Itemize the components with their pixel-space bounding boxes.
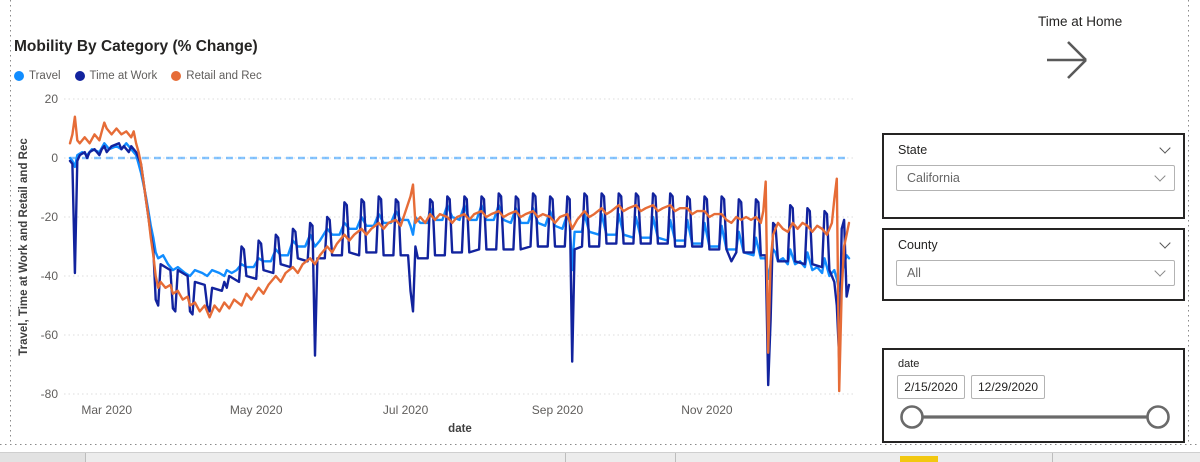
county-dropdown-value: All	[907, 266, 921, 280]
svg-text:Nov 2020: Nov 2020	[681, 403, 733, 417]
time-at-work-series-dot-icon	[74, 71, 85, 81]
date-slicer-label: date	[898, 358, 920, 370]
legend-item-travel[interactable]: Travel	[14, 70, 61, 82]
svg-text:0: 0	[51, 151, 58, 165]
svg-text:20: 20	[45, 92, 59, 106]
cell-divider	[675, 453, 676, 462]
county-slicer-panel: County All	[882, 228, 1185, 301]
cell-divider	[1052, 453, 1053, 462]
svg-text:-60: -60	[41, 328, 59, 342]
slider-handle-end[interactable]	[1146, 405, 1170, 429]
footer-highlight-cell[interactable]	[900, 456, 938, 462]
state-slicer-header[interactable]: State	[898, 142, 1171, 157]
legend-item-retail-and-rec[interactable]: Retail and Rec	[171, 70, 262, 82]
svg-text:May 2020: May 2020	[230, 403, 283, 417]
svg-text:Sep 2020: Sep 2020	[532, 403, 584, 417]
legend-label: Retail and Rec	[186, 70, 262, 82]
date-start-input[interactable]	[897, 375, 965, 399]
time-at-home-nav-button[interactable]: Time at Home	[1036, 10, 1146, 82]
travel-series-dot-icon	[14, 71, 24, 81]
canvas-border-bottom	[0, 444, 1200, 445]
state-dropdown-value: California	[907, 171, 960, 185]
svg-text:Jul 2020: Jul 2020	[383, 403, 429, 417]
state-slicer-panel: State California	[882, 133, 1185, 219]
svg-text:-20: -20	[41, 210, 59, 224]
cell-divider	[85, 453, 86, 462]
county-slicer-label: County	[898, 238, 938, 252]
svg-text:-40: -40	[41, 269, 59, 283]
date-end-input[interactable]	[971, 375, 1045, 399]
legend-label: Travel	[29, 70, 61, 82]
bottom-sheet-edge[interactable]	[0, 452, 1200, 462]
chevron-down-icon[interactable]	[1159, 237, 1171, 249]
date-range-slider[interactable]	[896, 402, 1174, 432]
state-dropdown[interactable]: California	[896, 165, 1175, 191]
chart-title: Mobility By Category (% Change)	[14, 38, 258, 55]
arrow-right-icon	[1047, 41, 1087, 79]
chevron-down-icon[interactable]	[1159, 142, 1171, 154]
legend-item-time-at-work[interactable]: Time at Work	[74, 70, 158, 82]
state-slicer-label: State	[898, 143, 928, 157]
legend-label: Time at Work	[89, 70, 158, 82]
cell-divider	[565, 453, 566, 462]
retail-and-rec-series-dot-icon	[171, 71, 182, 81]
chevron-down-icon	[1154, 265, 1166, 277]
footer-start-cell[interactable]	[0, 453, 85, 462]
chevron-down-icon	[1154, 170, 1166, 182]
x-axis-title: date	[448, 423, 472, 435]
county-slicer-header[interactable]: County	[898, 237, 1171, 252]
canvas-border-left	[10, 0, 11, 445]
mobility-line-chart-plot-area[interactable]: 20 0 -20 -40 -60 -80 Mar 2020 May 2020 Jul 2020 S…	[0, 0, 1200, 446]
nav-label: Time at Home	[1038, 14, 1123, 29]
slider-handle-start[interactable]	[900, 405, 924, 429]
date-slicer-panel: date	[882, 348, 1185, 443]
county-dropdown[interactable]: All	[896, 260, 1175, 286]
svg-text:Mar 2020: Mar 2020	[81, 403, 132, 417]
canvas-border-right	[1188, 0, 1189, 445]
svg-text:-80: -80	[41, 387, 59, 401]
chart-legend: Travel Time at Work Retail and Rec	[14, 70, 262, 82]
